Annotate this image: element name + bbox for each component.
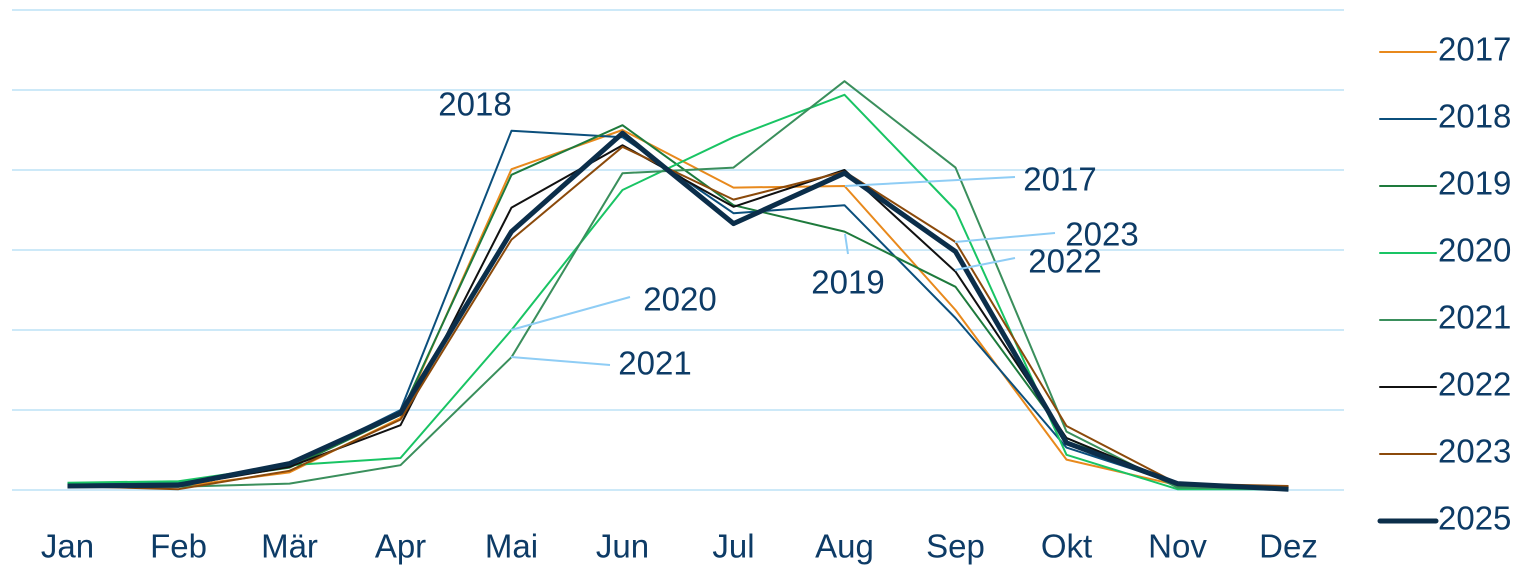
x-tick-label: Mai	[485, 528, 538, 565]
legend-label: 2022	[1438, 366, 1511, 403]
annotation: 2022	[1028, 243, 1101, 280]
x-tick-label: Apr	[375, 528, 426, 565]
x-tick-label: Mär	[261, 528, 318, 565]
x-tick-label: Aug	[815, 528, 874, 565]
legend-label: 2023	[1438, 433, 1511, 470]
annotation-leader	[510, 356, 611, 366]
x-tick-label: Jan	[41, 528, 94, 565]
x-tick-label: Dez	[1259, 528, 1318, 565]
annotation: 2023	[1065, 216, 1138, 253]
annotation-leader	[510, 296, 631, 331]
x-tick-label: Nov	[1148, 528, 1207, 565]
legend-label: 2021	[1438, 299, 1511, 336]
x-tick-label: Feb	[150, 528, 207, 565]
annotation-leader	[844, 176, 1016, 187]
x-tick-label: Sep	[926, 528, 985, 565]
x-tick-label: Jul	[712, 528, 754, 565]
legend-label: 2019	[1438, 165, 1511, 202]
annotation: 2020	[643, 281, 716, 318]
annotation-leader	[844, 233, 849, 255]
legend-label: 2025	[1438, 500, 1511, 537]
annotation: 2018	[438, 86, 511, 123]
x-tick-label: Jun	[596, 528, 649, 565]
legend-label: 2018	[1438, 98, 1511, 135]
annotation-leader	[954, 257, 1016, 271]
annotation: 2021	[618, 345, 691, 382]
annotation: 2017	[1023, 161, 1096, 198]
series-line	[67, 80, 1289, 491]
legend-label: 2017	[1438, 31, 1511, 68]
annotation: 2019	[811, 264, 884, 301]
series-line	[67, 130, 1289, 492]
x-tick-label: Okt	[1041, 528, 1092, 565]
series-line	[67, 145, 1289, 491]
annotation-leader	[954, 232, 1056, 243]
legend-label: 2020	[1438, 232, 1511, 269]
